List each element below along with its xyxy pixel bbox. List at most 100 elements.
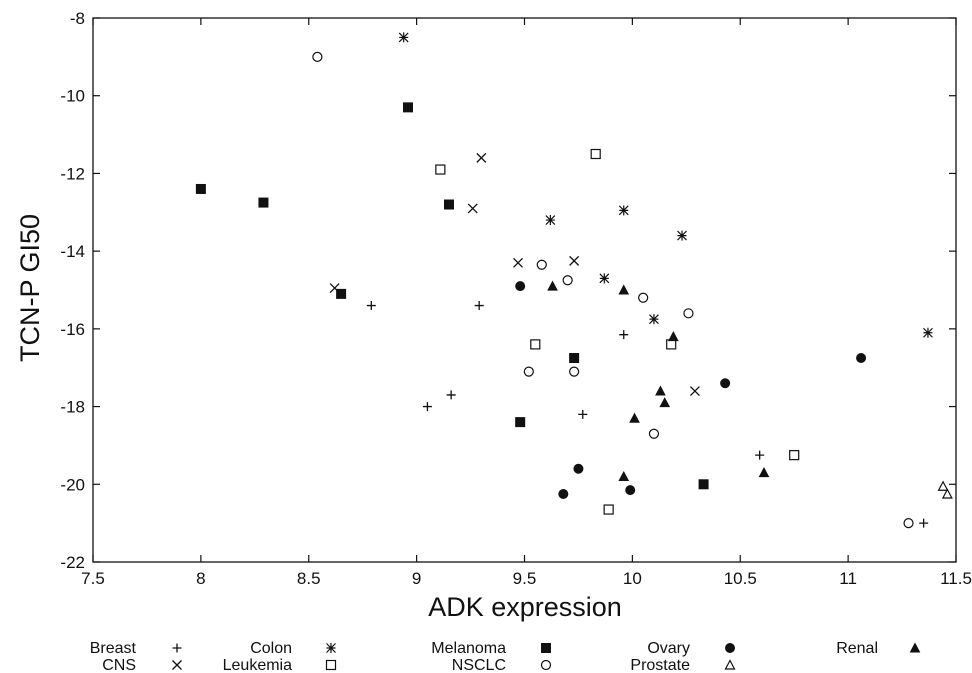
x-tick-label: 8 [196, 569, 205, 588]
legend-marker-leukemia [325, 659, 337, 671]
legend-label: Renal [836, 640, 878, 657]
data-point-breast [446, 390, 456, 400]
data-point-colon [677, 230, 687, 241]
data-point-renal [655, 385, 666, 396]
data-point-ovary [558, 489, 569, 499]
data-point-nsclc [683, 308, 694, 319]
data-point-colon [545, 215, 556, 226]
data-point-leukemia [530, 339, 541, 350]
legend-marker-breast [172, 643, 182, 653]
x-tick-label: 9 [412, 569, 421, 588]
legend-marker-ovary [725, 643, 735, 653]
data-point-melanoma [195, 183, 206, 194]
legend-label: NSCLC [452, 657, 506, 673]
series-colon [398, 32, 933, 338]
data-point-leukemia [603, 504, 614, 515]
legend-item-ovary: Ovary [647, 640, 735, 657]
data-point-leukemia [789, 450, 800, 461]
plot-border [92, 17, 957, 563]
y-tick-label: -10 [60, 87, 85, 106]
data-point-cns [569, 255, 580, 266]
series-breast [366, 301, 929, 528]
series-leukemia [435, 148, 800, 515]
y-tick-label: -18 [60, 398, 85, 417]
data-point-cns [467, 203, 478, 214]
data-point-breast [474, 301, 484, 311]
x-tick-label: 7.5 [81, 569, 105, 588]
data-point-ovary [625, 485, 636, 496]
y-tick-label: -8 [70, 9, 85, 28]
legend-marker-renal [909, 642, 921, 653]
plot-frame [92, 17, 957, 563]
data-point-cns [513, 257, 523, 268]
data-point-breast [578, 409, 588, 419]
y-tick-label: -14 [60, 242, 85, 261]
y-tick-label: -16 [60, 320, 85, 339]
data-point-ovary [573, 463, 584, 474]
data-point-melanoma [443, 199, 454, 210]
data-point-prostate [937, 480, 949, 491]
data-point-ovary [856, 353, 867, 363]
y-axis-ticks: -8 -10 -12 -14 -16 -18 -20 -22 [60, 9, 956, 572]
x-axis-title: ADK expression [428, 592, 622, 622]
legend-item-leukemia: Leukemia [223, 657, 337, 673]
legend-label: Ovary [647, 640, 690, 657]
legend-label: Colon [250, 640, 292, 657]
data-point-melanoma [698, 479, 709, 490]
x-tick-label: 8.5 [297, 569, 321, 588]
legend-marker-colon [326, 643, 336, 653]
legend-item-breast: Breast [90, 640, 182, 657]
data-point-nsclc [903, 518, 914, 529]
x-tick-label: 10.5 [724, 569, 757, 588]
data-point-renal [758, 467, 770, 478]
data-point-ovary [515, 281, 526, 292]
data-point-leukemia [666, 339, 677, 350]
legend-label: Melanoma [431, 640, 506, 657]
y-tick-label: -12 [60, 164, 85, 183]
data-point-breast [919, 518, 929, 528]
x-axis-ticks: 7.5 8 8.5 9 9.5 10 10.5 11 11.5 [81, 18, 972, 588]
series-renal [547, 280, 770, 482]
data-point-nsclc [569, 366, 580, 377]
legend-item-melanoma: Melanoma [431, 640, 551, 657]
data-point-melanoma [402, 102, 413, 113]
data-point-nsclc [648, 428, 660, 439]
data-point-breast [422, 402, 432, 412]
data-point-ovary [720, 378, 731, 389]
data-point-prostate [941, 488, 953, 499]
data-point-renal [629, 412, 640, 423]
data-point-colon [923, 327, 933, 338]
data-point-melanoma [515, 417, 526, 428]
data-point-renal [659, 397, 671, 408]
data-point-breast [755, 450, 765, 460]
data-point-cns [476, 152, 487, 163]
series-nsclc [312, 51, 914, 529]
y-tick-label: -20 [60, 475, 85, 494]
data-point-nsclc [312, 51, 323, 62]
x-tick-label: 11.5 [940, 569, 972, 588]
legend-marker-cns [172, 660, 182, 670]
y-tick-label: -22 [60, 553, 85, 572]
data-point-cns [689, 386, 700, 396]
data-point-renal [668, 331, 679, 342]
data-point-renal [547, 280, 558, 291]
y-axis-title: TCN-P GI50 [15, 214, 45, 362]
data-point-colon [618, 205, 629, 216]
data-point-breast [619, 330, 629, 340]
legend-marker-prostate [724, 659, 736, 670]
data-point-renal [618, 284, 630, 295]
data-point-nsclc [562, 275, 573, 286]
legend-label: Breast [90, 640, 137, 657]
data-point-colon [649, 314, 659, 325]
data-point-melanoma [336, 288, 347, 299]
data-point-leukemia [590, 148, 601, 160]
series-cns [329, 152, 700, 396]
x-tick-label: 11 [839, 569, 857, 588]
legend-marker-nsclc [540, 659, 552, 671]
series-ovary [515, 281, 867, 499]
data-points [195, 32, 953, 529]
legend-item-renal: Renal [836, 640, 921, 657]
data-point-colon [398, 32, 409, 43]
legend-label: CNS [102, 657, 136, 673]
